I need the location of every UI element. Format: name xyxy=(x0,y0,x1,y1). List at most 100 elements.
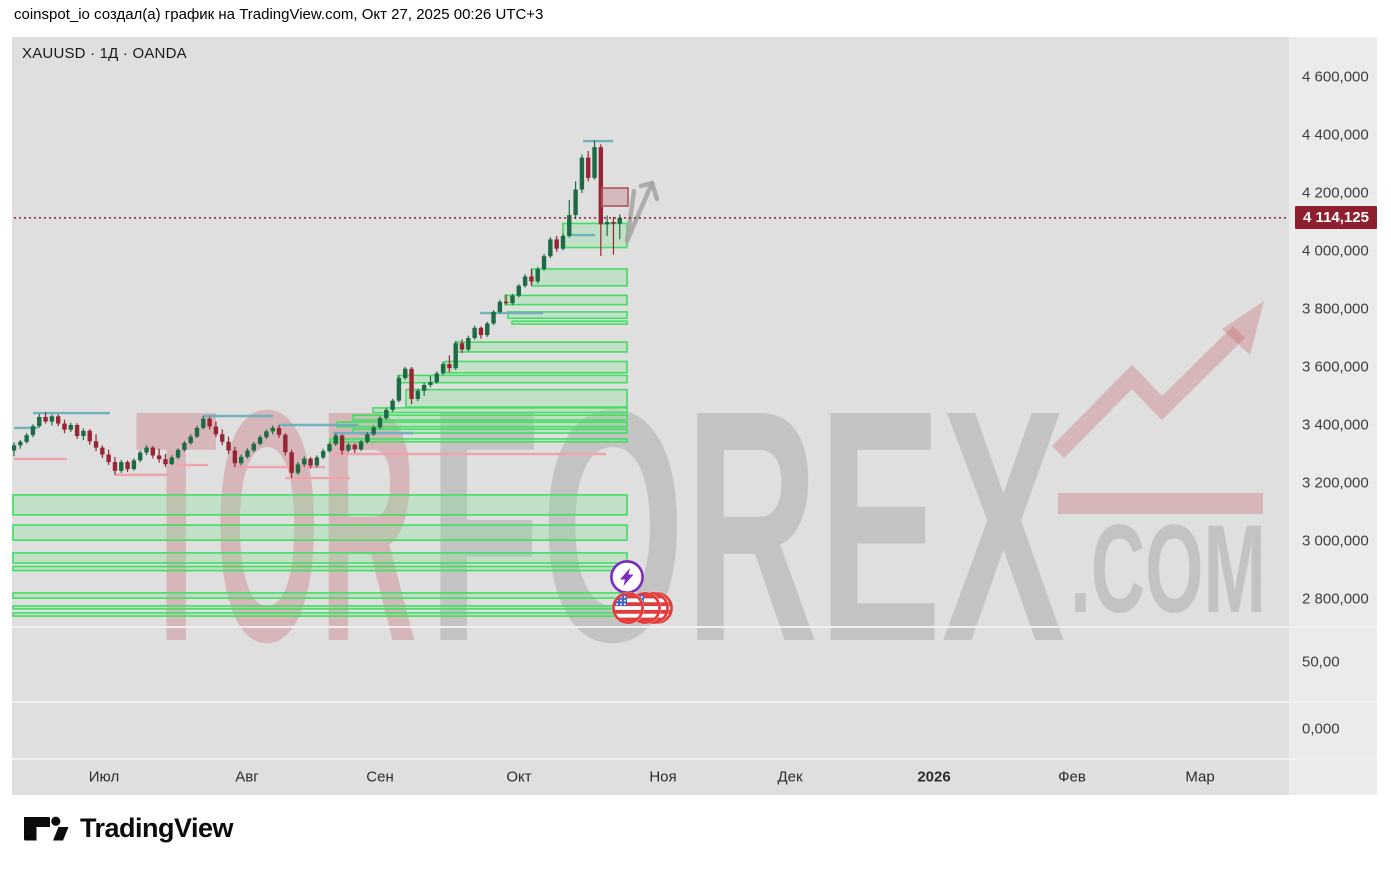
demand-zone[interactable] xyxy=(372,407,628,414)
candle[interactable] xyxy=(428,382,433,385)
candle[interactable] xyxy=(390,400,395,410)
candle[interactable] xyxy=(472,327,477,338)
time-axis-label[interactable]: Ноя xyxy=(649,768,677,785)
candle[interactable] xyxy=(169,457,174,465)
candle[interactable] xyxy=(74,425,80,437)
candle[interactable] xyxy=(55,416,61,424)
candle[interactable] xyxy=(213,426,219,435)
candle[interactable] xyxy=(485,323,490,336)
candle[interactable] xyxy=(93,441,99,448)
candle[interactable] xyxy=(150,447,156,456)
candle[interactable] xyxy=(100,447,105,455)
pane-separator-3[interactable] xyxy=(12,758,1377,760)
demand-zone[interactable] xyxy=(12,552,628,564)
demand-zone[interactable] xyxy=(12,605,628,610)
lightning-event-icon[interactable] xyxy=(610,560,644,594)
candle[interactable] xyxy=(270,427,275,432)
candle[interactable] xyxy=(434,373,439,383)
candle[interactable] xyxy=(396,378,402,401)
demand-zone[interactable] xyxy=(12,494,628,516)
candle[interactable] xyxy=(264,431,269,438)
candle[interactable] xyxy=(459,343,465,350)
rectangle-drawing[interactable] xyxy=(601,187,629,207)
demand-zone[interactable] xyxy=(352,414,628,421)
candle[interactable] xyxy=(125,462,130,470)
candle[interactable] xyxy=(18,441,23,446)
candle[interactable] xyxy=(421,384,427,391)
candle[interactable] xyxy=(548,239,553,257)
candle[interactable] xyxy=(156,455,162,460)
time-axis-label[interactable]: Авг xyxy=(235,768,259,785)
candle[interactable] xyxy=(257,437,263,444)
candle[interactable] xyxy=(384,409,389,419)
candle[interactable] xyxy=(611,222,616,224)
us-flag-event-icon[interactable] xyxy=(611,591,645,625)
candle[interactable] xyxy=(573,189,578,216)
candle[interactable] xyxy=(30,426,36,436)
candle[interactable] xyxy=(276,427,282,435)
candle[interactable] xyxy=(238,456,244,464)
demand-zone[interactable] xyxy=(444,360,628,374)
candle[interactable] xyxy=(440,364,446,374)
candle[interactable] xyxy=(289,452,294,473)
time-axis-label[interactable]: 2026 xyxy=(917,768,951,785)
time-axis-label[interactable]: Окт xyxy=(506,768,532,785)
demand-zone[interactable] xyxy=(405,388,628,408)
demand-zone[interactable] xyxy=(12,612,628,617)
candle[interactable] xyxy=(586,157,591,178)
candle[interactable] xyxy=(308,458,313,466)
candle[interactable] xyxy=(560,235,566,249)
chart-container[interactable]: TORFOREX.COM XAUUSD · 1Д · OANDA 4 600,0… xyxy=(12,37,1377,795)
candle[interactable] xyxy=(491,311,496,324)
candle[interactable] xyxy=(68,425,73,430)
demand-zone[interactable] xyxy=(352,428,628,434)
trend-arrow-drawing[interactable] xyxy=(624,180,660,244)
time-axis-label[interactable]: Дек xyxy=(777,768,803,785)
candle[interactable] xyxy=(541,256,547,269)
candle[interactable] xyxy=(163,459,168,465)
candle[interactable] xyxy=(43,416,48,422)
candle[interactable] xyxy=(453,343,458,369)
time-axis-label[interactable]: Сен xyxy=(366,768,394,785)
candle[interactable] xyxy=(112,462,118,471)
candle[interactable] xyxy=(302,458,307,465)
candle[interactable] xyxy=(131,460,137,470)
candle[interactable] xyxy=(516,285,521,296)
candle[interactable] xyxy=(87,430,92,442)
candle[interactable] xyxy=(365,434,370,442)
candle[interactable] xyxy=(598,147,604,225)
candle[interactable] xyxy=(207,418,212,427)
candle[interactable] xyxy=(371,427,376,435)
candle[interactable] xyxy=(175,449,181,458)
candle[interactable] xyxy=(327,444,332,452)
candle[interactable] xyxy=(529,276,534,282)
candle[interactable] xyxy=(497,301,503,312)
candle[interactable] xyxy=(503,301,509,304)
candle[interactable] xyxy=(522,276,528,286)
candle[interactable] xyxy=(106,454,111,463)
candle[interactable] xyxy=(358,441,364,450)
demand-zone[interactable] xyxy=(397,374,628,384)
candle[interactable] xyxy=(138,452,143,461)
candle[interactable] xyxy=(478,327,484,336)
pane-separator-1[interactable] xyxy=(12,626,1377,628)
candle[interactable] xyxy=(447,364,452,369)
candle[interactable] xyxy=(182,442,187,450)
candle[interactable] xyxy=(320,451,326,458)
candle[interactable] xyxy=(295,464,301,473)
demand-zone[interactable] xyxy=(504,294,628,306)
candle[interactable] xyxy=(510,295,515,304)
candle[interactable] xyxy=(283,434,288,453)
demand-zone[interactable] xyxy=(507,311,628,320)
candle[interactable] xyxy=(535,268,540,282)
candle[interactable] xyxy=(37,416,42,427)
candle[interactable] xyxy=(194,427,200,437)
candle[interactable] xyxy=(352,444,357,450)
time-axis-label[interactable]: Фев xyxy=(1058,768,1086,785)
demand-zone[interactable] xyxy=(511,320,628,325)
candle[interactable] xyxy=(346,444,351,451)
candle[interactable] xyxy=(144,447,149,453)
candle[interactable] xyxy=(119,462,124,471)
demand-zone[interactable] xyxy=(12,592,628,599)
candle[interactable] xyxy=(188,436,193,443)
